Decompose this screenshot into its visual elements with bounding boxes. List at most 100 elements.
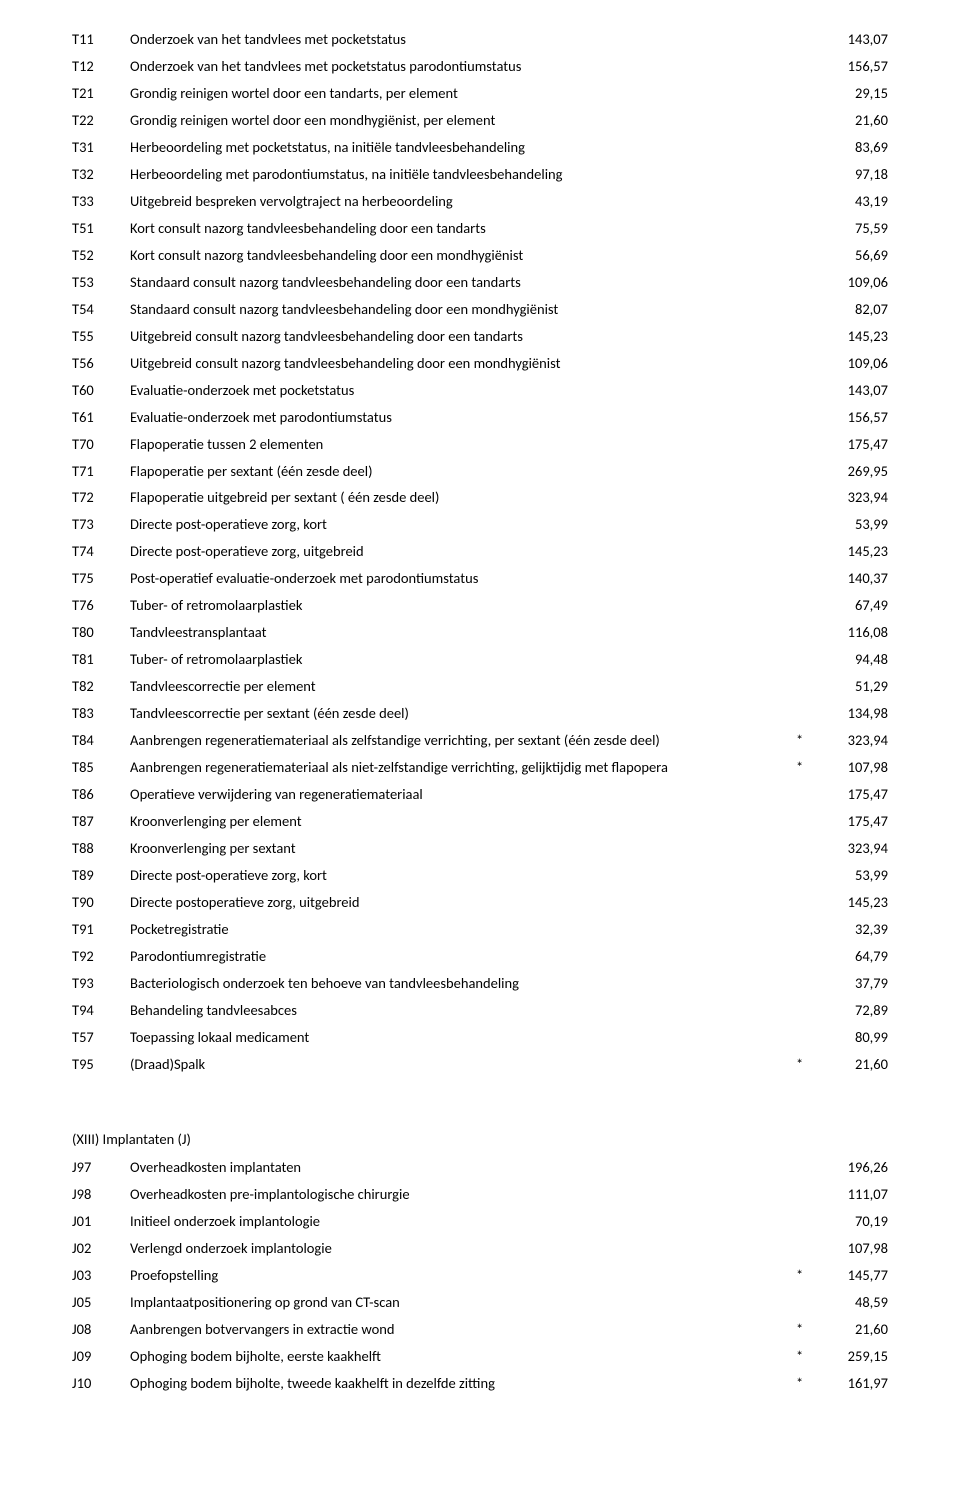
price-cell: 83,69 <box>818 136 888 158</box>
price-cell: 161,97 <box>818 1372 888 1394</box>
price-cell: 107,98 <box>818 1237 888 1259</box>
table-row: T93Bacteriologisch onderzoek ten behoeve… <box>72 972 888 994</box>
description-cell: Uitgebreid consult nazorg tandvleesbehan… <box>130 325 796 347</box>
description-cell: Standaard consult nazorg tandvleesbehand… <box>130 298 796 320</box>
table-row: J01Initieel onderzoek implantologie 70,19 <box>72 1210 888 1232</box>
price-cell: 140,37 <box>818 567 888 589</box>
table-row: T82Tandvleescorrectie per element51,29 <box>72 675 888 697</box>
price-cell: 21,60 <box>818 109 888 131</box>
description-cell: Standaard consult nazorg tandvleesbehand… <box>130 271 796 293</box>
table-row: T54Standaard consult nazorg tandvleesbeh… <box>72 298 888 320</box>
code-cell: T60 <box>72 379 130 401</box>
code-cell: T73 <box>72 513 130 535</box>
code-cell: T76 <box>72 594 130 616</box>
table-row: T53Standaard consult nazorg tandvleesbeh… <box>72 271 888 293</box>
table-row: T94Behandeling tandvleesabces72,89 <box>72 999 888 1021</box>
description-cell: Herbeoordeling met parodontiumstatus, na… <box>130 163 796 185</box>
table-row: T85Aanbrengen regeneratiemateriaal als n… <box>72 756 888 778</box>
description-cell: Directe postoperatieve zorg, uitgebreid <box>130 891 796 913</box>
price-cell: 107,98 <box>818 756 888 778</box>
table-row: T91Pocketregistratie32,39 <box>72 918 888 940</box>
description-cell: Tandvleescorrectie per element <box>130 675 796 697</box>
table-row: T84Aanbrengen regeneratiemateriaal als z… <box>72 729 888 751</box>
code-cell: T11 <box>72 28 130 50</box>
table-row: T31Herbeoordeling met pocketstatus, na i… <box>72 136 888 158</box>
asterisk-cell: * <box>796 756 818 778</box>
description-cell: Grondig reinigen wortel door een mondhyg… <box>130 109 796 131</box>
description-cell: Uitgebreid consult nazorg tandvleesbehan… <box>130 352 796 374</box>
description-cell: Post-operatief evaluatie-onderzoek met p… <box>130 567 796 589</box>
code-cell: T86 <box>72 783 130 805</box>
price-cell: 21,60 <box>818 1053 888 1075</box>
code-cell: T95 <box>72 1053 130 1075</box>
table-row: T55Uitgebreid consult nazorg tandvleesbe… <box>72 325 888 347</box>
description-cell: Behandeling tandvleesabces <box>130 999 796 1021</box>
description-cell: Tuber- of retromolaarplastiek <box>130 648 796 670</box>
table-row: T83Tandvleescorrectie per sextant (één z… <box>72 702 888 724</box>
code-cell: T90 <box>72 891 130 913</box>
description-cell: Kroonverlenging per element <box>130 810 796 832</box>
description-cell: Overheadkosten pre-implantologische chir… <box>130 1183 796 1205</box>
description-cell: Initieel onderzoek implantologie <box>130 1210 796 1232</box>
price-cell: 109,06 <box>818 352 888 374</box>
code-cell: T12 <box>72 55 130 77</box>
description-cell: (Draad)Spalk <box>130 1053 796 1075</box>
asterisk-cell: * <box>796 1318 818 1340</box>
description-cell: Aanbrengen regeneratiemateriaal als niet… <box>130 756 796 778</box>
price-cell: 80,99 <box>818 1026 888 1048</box>
table-row: T87Kroonverlenging per element175,47 <box>72 810 888 832</box>
price-cell: 323,94 <box>818 486 888 508</box>
price-cell: 134,98 <box>818 702 888 724</box>
description-cell: Pocketregistratie <box>130 918 796 940</box>
price-cell: 48,59 <box>818 1291 888 1313</box>
price-cell: 143,07 <box>818 379 888 401</box>
price-cell: 32,39 <box>818 918 888 940</box>
table-row: T70Flapoperatie tussen 2 elementen175,47 <box>72 433 888 455</box>
table-row: J10Ophoging bodem bijholte, tweede kaakh… <box>72 1372 888 1394</box>
table-row: T57Toepassing lokaal medicament80,99 <box>72 1026 888 1048</box>
code-cell: T75 <box>72 567 130 589</box>
code-cell: T81 <box>72 648 130 670</box>
description-cell: Aanbrengen botvervangers in extractie wo… <box>130 1318 796 1340</box>
description-cell: Proefopstelling <box>130 1264 796 1286</box>
description-cell: Kroonverlenging per sextant <box>130 837 796 859</box>
price-cell: 70,19 <box>818 1210 888 1232</box>
table-row: T95(Draad)Spalk*21,60 <box>72 1053 888 1075</box>
code-cell: T80 <box>72 621 130 643</box>
code-cell: T32 <box>72 163 130 185</box>
price-cell: 111,07 <box>818 1183 888 1205</box>
price-cell: 175,47 <box>818 810 888 832</box>
price-cell: 43,19 <box>818 190 888 212</box>
description-cell: Overheadkosten implantaten <box>130 1156 796 1178</box>
price-cell: 156,57 <box>818 55 888 77</box>
table-row: J02Verlengd onderzoek implantologie107,9… <box>72 1237 888 1259</box>
table-row: T81Tuber- of retromolaarplastiek94,48 <box>72 648 888 670</box>
asterisk-cell: * <box>796 729 818 751</box>
table-row: J08Aanbrengen botvervangers in extractie… <box>72 1318 888 1340</box>
table-row: T76Tuber- of retromolaarplastiek67,49 <box>72 594 888 616</box>
code-cell: T72 <box>72 486 130 508</box>
description-cell: Tandvleescorrectie per sextant (één zesd… <box>130 702 796 724</box>
code-cell: J08 <box>72 1318 130 1340</box>
price-cell: 72,89 <box>818 999 888 1021</box>
description-cell: Kort consult nazorg tandvleesbehandeling… <box>130 244 796 266</box>
code-cell: T31 <box>72 136 130 158</box>
price-cell: 82,07 <box>818 298 888 320</box>
section-header-implantaten: (XIII) Implantaten (J) <box>72 1128 888 1150</box>
code-cell: J01 <box>72 1210 130 1232</box>
price-cell: 269,95 <box>818 460 888 482</box>
code-cell: T55 <box>72 325 130 347</box>
code-cell: J02 <box>72 1237 130 1259</box>
table-row: T71Flapoperatie per sextant (één zesde d… <box>72 460 888 482</box>
code-cell: T51 <box>72 217 130 239</box>
table-row: T32Herbeoordeling met parodontiumstatus,… <box>72 163 888 185</box>
table-row: T80Tandvleestransplantaat116,08 <box>72 621 888 643</box>
price-list-main: T11Onderzoek van het tandvlees met pocke… <box>72 28 888 1075</box>
description-cell: Flapoperatie per sextant (één zesde deel… <box>130 460 796 482</box>
description-cell: Flapoperatie tussen 2 elementen <box>130 433 796 455</box>
description-cell: Ophoging bodem bijholte, tweede kaakhelf… <box>130 1372 796 1394</box>
price-cell: 175,47 <box>818 783 888 805</box>
code-cell: T33 <box>72 190 130 212</box>
table-row: T74Directe post-operatieve zorg, uitgebr… <box>72 540 888 562</box>
code-cell: J05 <box>72 1291 130 1313</box>
